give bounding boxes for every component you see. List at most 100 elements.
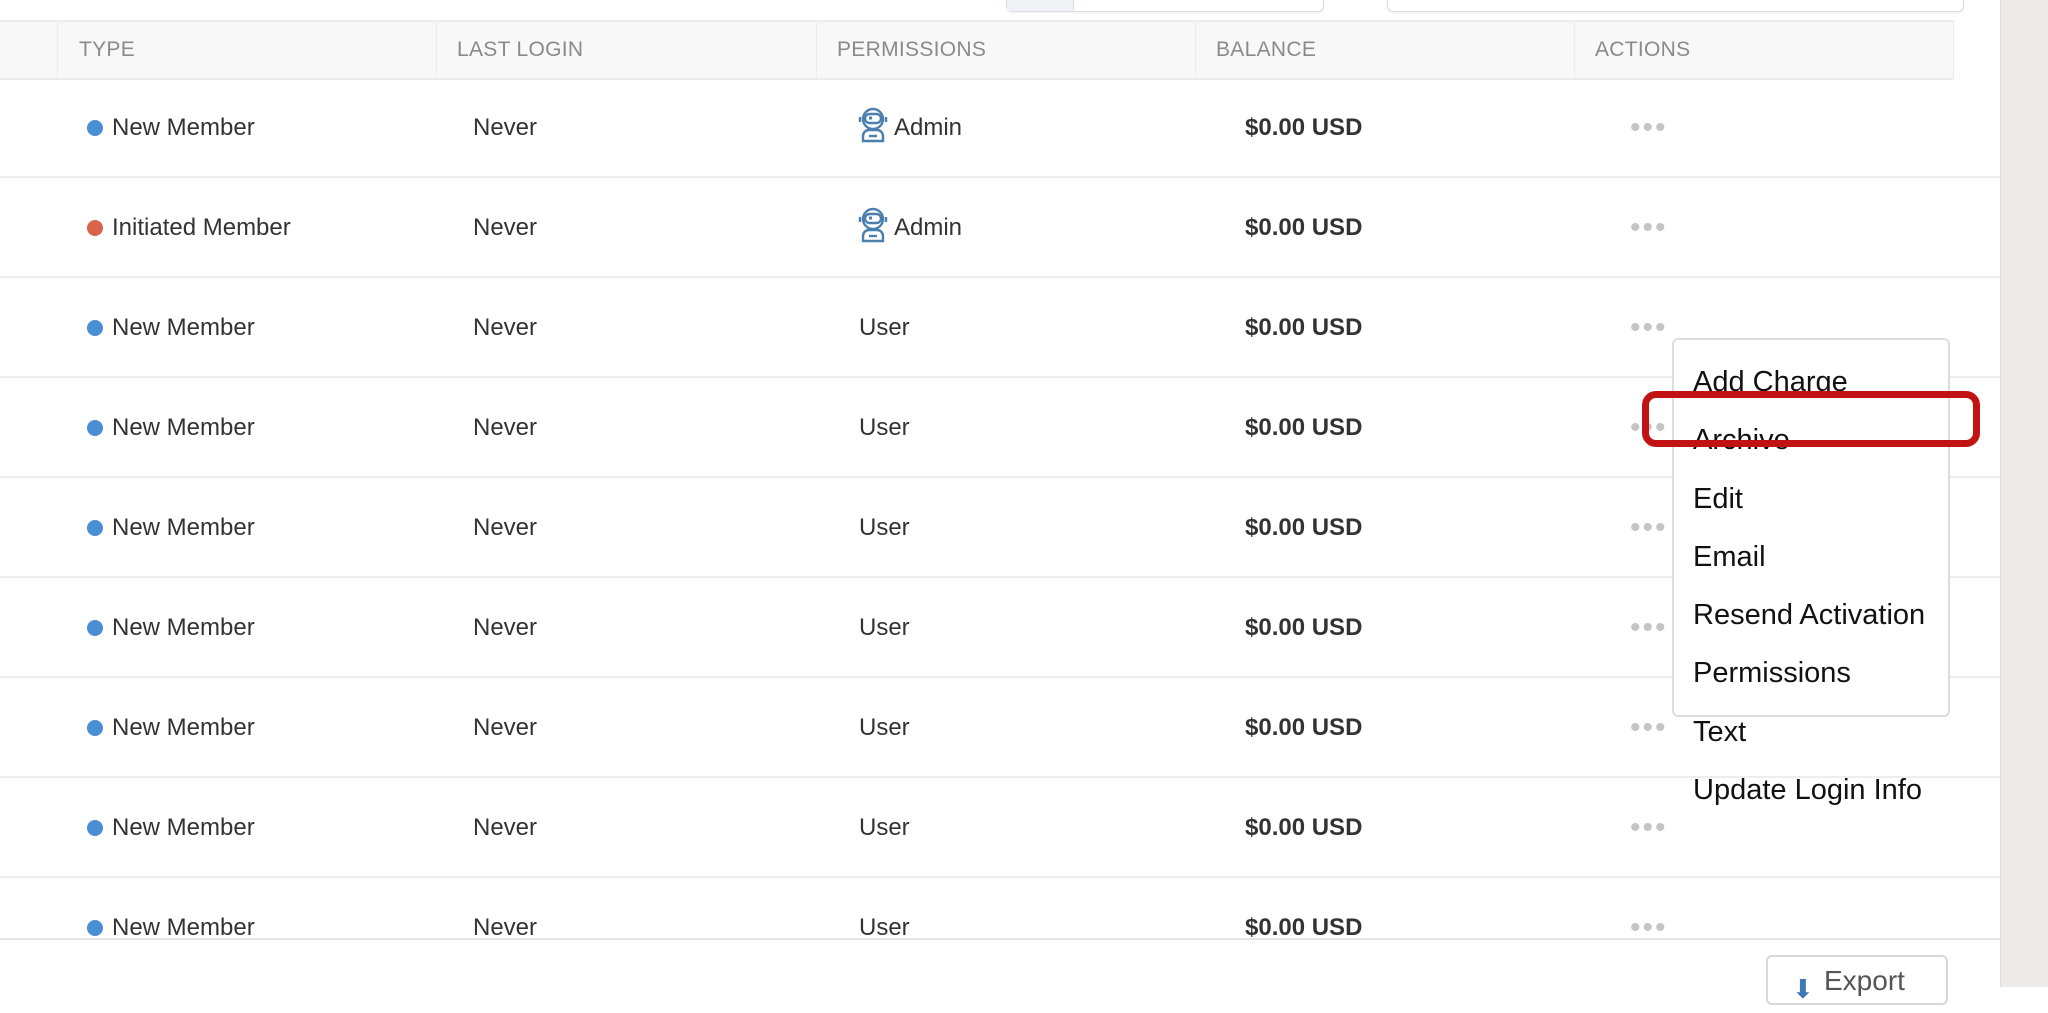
type-label: New Member xyxy=(112,114,255,141)
table-row[interactable]: New Member Never User $0.00 USD ••• xyxy=(0,278,2000,378)
column-header-type[interactable]: TYPE xyxy=(57,22,436,78)
permissions-cell: User xyxy=(859,478,910,578)
table-row[interactable]: New Member Never User $0.00 USD ••• xyxy=(0,878,2000,940)
status-dot xyxy=(87,220,103,236)
search-input[interactable] xyxy=(1387,0,1964,12)
actions-dropdown-menu: Add Charge Archive Edit Email Resend Activat… xyxy=(1672,338,1950,806)
last-login-cell: Never xyxy=(473,714,538,741)
last-login-cell: Never xyxy=(473,814,538,841)
table-header: TYPE LAST LOGIN PERMISSIONS BALANCE ACTI… xyxy=(0,20,1954,80)
type-label: New Member xyxy=(112,914,255,940)
filter-select[interactable] xyxy=(1006,0,1324,12)
more-actions-button[interactable]: ••• xyxy=(1630,711,1668,744)
more-actions-button[interactable]: ••• xyxy=(1630,411,1668,444)
permissions-label: User xyxy=(859,514,910,541)
balance-cell: $0.00 USD xyxy=(1245,914,1363,940)
permissions-cell: User xyxy=(859,778,910,878)
more-actions-button[interactable]: ••• xyxy=(1630,511,1668,544)
balance-cell: $0.00 USD xyxy=(1245,414,1363,441)
menu-item-text[interactable]: Text xyxy=(1693,715,1747,748)
balance-cell: $0.00 USD xyxy=(1245,614,1363,641)
table-row[interactable]: New Member Never User $0.00 USD ••• xyxy=(0,578,2000,678)
admin-astronaut-icon xyxy=(858,107,888,143)
type-label: New Member xyxy=(112,714,255,741)
status-dot xyxy=(87,320,103,336)
type-label: New Member xyxy=(112,514,255,541)
table-body: New Member Never Admin $0.00 USD ••• Initiate… xyxy=(0,78,2000,940)
type-cell: New Member xyxy=(87,478,255,578)
column-header-last-login[interactable]: LAST LOGIN xyxy=(436,22,816,78)
type-cell: New Member xyxy=(87,678,255,778)
menu-item-edit[interactable]: Edit xyxy=(1693,482,1743,515)
permissions-label: Admin xyxy=(894,214,963,241)
last-login-cell: Never xyxy=(473,514,538,541)
type-label: Initiated Member xyxy=(112,214,291,241)
status-dot xyxy=(87,820,103,836)
scrollbar[interactable] xyxy=(2000,0,2048,987)
more-actions-button[interactable]: ••• xyxy=(1630,311,1668,344)
admin-astronaut-icon xyxy=(858,207,888,243)
table-row[interactable]: New Member Never Admin $0.00 USD ••• xyxy=(0,78,2000,178)
permissions-label: User xyxy=(859,314,910,341)
type-label: New Member xyxy=(112,814,255,841)
menu-item-email[interactable]: Email xyxy=(1693,540,1766,573)
balance-cell: $0.00 USD xyxy=(1245,314,1363,341)
permissions-cell: Admin xyxy=(856,178,962,278)
balance-cell: $0.00 USD xyxy=(1245,514,1363,541)
last-login-cell: Never xyxy=(473,914,538,940)
export-label: Export xyxy=(1824,965,1905,996)
permissions-cell: User xyxy=(859,578,910,678)
type-label: New Member xyxy=(112,614,255,641)
filter-select-segment xyxy=(1007,0,1074,11)
type-cell: New Member xyxy=(87,78,255,178)
type-label: New Member xyxy=(112,414,255,441)
permissions-label: User xyxy=(859,614,910,641)
menu-item-update-login-info[interactable]: Update Login Info xyxy=(1693,774,1922,807)
balance-cell: $0.00 USD xyxy=(1245,114,1363,141)
table-footer-divider xyxy=(0,938,2000,940)
type-cell: Initiated Member xyxy=(87,178,291,278)
permissions-label: User xyxy=(859,914,910,940)
column-header-permissions[interactable]: PERMISSIONS xyxy=(816,22,1195,78)
last-login-cell: Never xyxy=(473,314,538,341)
type-cell: New Member xyxy=(87,878,255,940)
more-actions-button[interactable]: ••• xyxy=(1630,911,1668,940)
menu-item-permissions[interactable]: Permissions xyxy=(1693,657,1851,690)
column-header-balance[interactable]: BALANCE xyxy=(1195,22,1574,78)
last-login-cell: Never xyxy=(473,414,538,441)
more-actions-button[interactable]: ••• xyxy=(1630,611,1668,644)
menu-item-archive[interactable]: Archive xyxy=(1693,424,1790,457)
table-row[interactable]: Initiated Member Never Admin $0.00 USD ••• xyxy=(0,178,2000,278)
permissions-cell: User xyxy=(859,878,910,940)
type-label: New Member xyxy=(112,314,255,341)
export-button[interactable]: ⬇ Export xyxy=(1766,955,1948,1005)
type-cell: New Member xyxy=(87,278,255,378)
more-actions-button[interactable]: ••• xyxy=(1630,811,1668,844)
balance-cell: $0.00 USD xyxy=(1245,714,1363,741)
status-dot xyxy=(87,520,103,536)
download-icon: ⬇ xyxy=(1792,974,1814,1004)
status-dot xyxy=(87,920,103,936)
table-row[interactable]: New Member Never User $0.00 USD ••• xyxy=(0,478,2000,578)
permissions-label: User xyxy=(859,814,910,841)
balance-cell: $0.00 USD xyxy=(1245,814,1363,841)
table-row[interactable]: New Member Never User $0.00 USD ••• xyxy=(0,678,2000,778)
menu-item-resend-activation[interactable]: Resend Activation xyxy=(1693,599,1926,632)
last-login-cell: Never xyxy=(473,214,538,241)
type-cell: New Member xyxy=(87,778,255,878)
permissions-cell: User xyxy=(859,378,910,478)
status-dot xyxy=(87,120,103,136)
more-actions-button[interactable]: ••• xyxy=(1630,111,1668,144)
permissions-label: User xyxy=(859,414,910,441)
permissions-label: User xyxy=(859,714,910,741)
last-login-cell: Never xyxy=(473,614,538,641)
balance-cell: $0.00 USD xyxy=(1245,214,1363,241)
permissions-cell: User xyxy=(859,278,910,378)
permissions-cell: User xyxy=(859,678,910,778)
menu-item-add-charge[interactable]: Add Charge xyxy=(1693,366,1848,398)
permissions-label: Admin xyxy=(894,114,963,141)
table-row[interactable]: New Member Never User $0.00 USD ••• xyxy=(0,778,2000,878)
type-cell: New Member xyxy=(87,378,255,478)
status-dot xyxy=(87,620,103,636)
more-actions-button[interactable]: ••• xyxy=(1630,211,1668,244)
